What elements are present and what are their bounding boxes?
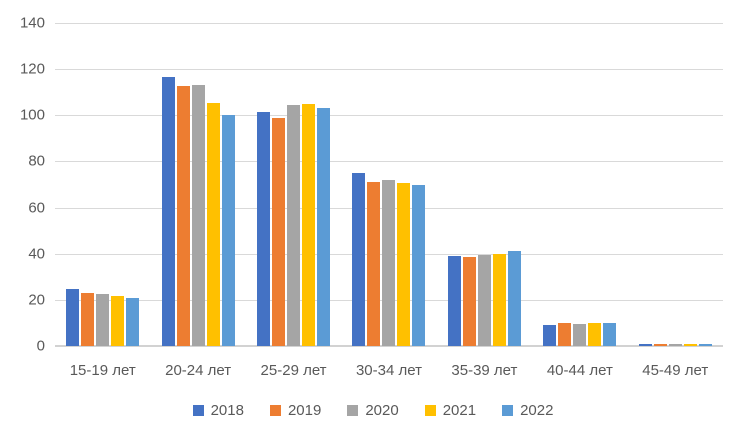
legend-swatch-icon	[269, 405, 281, 416]
gridline-140	[55, 23, 723, 24]
bar-2021-40-44 лет	[588, 322, 602, 346]
bar-2018-40-44 лет	[543, 325, 557, 346]
bar-2021-30-34 лет	[397, 183, 411, 346]
legend-item-2021: 2021	[424, 402, 477, 419]
bar-2019-40-44 лет	[558, 322, 572, 346]
bar-2022-15-19 лет	[126, 297, 140, 346]
x-axis-label: 35-39 лет	[451, 362, 518, 379]
legend-label: 2019	[287, 402, 322, 419]
legend-item-2018: 2018	[192, 402, 244, 419]
bar-2022-35-39 лет	[507, 251, 521, 346]
legend-swatch-icon	[347, 405, 359, 416]
bar-2022-20-24 лет	[221, 115, 235, 346]
bar-2019-25-29 лет	[272, 117, 286, 346]
bar-2019-20-24 лет	[176, 86, 190, 346]
bar-2018-25-29 лет	[257, 111, 271, 346]
y-axis-tick-label: 100	[19, 106, 45, 124]
legend-item-2020: 2020	[347, 402, 399, 419]
bar-groups	[55, 23, 723, 346]
bar-2018-30-34 лет	[352, 172, 366, 346]
gridline-120	[55, 69, 723, 71]
bar-2018-20-24 лет	[161, 77, 175, 346]
bar-group-30-34 лет	[341, 23, 436, 346]
bar-2020-30-34 лет	[382, 179, 396, 346]
bar-group-45-49 лет	[628, 23, 723, 346]
gridline-80	[55, 161, 723, 163]
bar-group-15-19 лет	[55, 23, 150, 346]
bar-2020-25-29 лет	[287, 104, 301, 346]
bar-group-25-29 лет	[246, 23, 341, 346]
y-axis-tick-label: 120	[19, 60, 45, 78]
legend: 2018 2019 2020 2021 2022	[0, 402, 746, 419]
y-axis-tick-label: 140	[19, 14, 45, 32]
bar-2020-45-49 лет	[668, 343, 682, 346]
legend-swatch-icon	[424, 405, 436, 416]
bar-2021-15-19 лет	[111, 296, 125, 346]
legend-item-2022: 2022	[502, 402, 553, 419]
bar-2021-20-24 лет	[206, 102, 220, 346]
legend-label: 2018	[210, 402, 244, 419]
bar-2019-15-19 лет	[81, 292, 95, 346]
legend-item-2019: 2019	[269, 402, 322, 419]
x-axis-label: 45-49 лет	[642, 362, 709, 379]
x-axis-label: 30-34 лет	[355, 362, 422, 379]
bar-2019-45-49 лет	[653, 343, 667, 346]
bar-2018-15-19 лет	[66, 289, 80, 346]
bar-group-40-44 лет	[532, 23, 627, 346]
bar-2022-30-34 лет	[412, 184, 426, 346]
x-axis-label: 15-19 лет	[69, 362, 136, 379]
y-axis-tick-label: 80	[28, 152, 45, 170]
legend-swatch-icon	[192, 405, 204, 416]
legend-label: 2021	[442, 402, 477, 419]
y-axis-tick-label: 0	[36, 337, 45, 355]
y-axis-tick-label: 60	[28, 199, 45, 217]
x-axis-label: 25-29 лет	[260, 362, 327, 379]
bar-2020-35-39 лет	[477, 254, 491, 346]
bar-2019-30-34 лет	[367, 182, 381, 346]
bar-2019-35-39 лет	[462, 257, 476, 346]
bar-2020-20-24 лет	[191, 85, 205, 346]
bar-2018-35-39 лет	[447, 256, 461, 346]
bar-2018-45-49 лет	[638, 343, 652, 346]
legend-label: 2020	[365, 402, 399, 419]
bar-2020-40-44 лет	[573, 324, 587, 346]
bar-group-35-39 лет	[437, 23, 532, 346]
bar-2021-45-49 лет	[683, 343, 697, 346]
bar-2021-35-39 лет	[492, 253, 506, 346]
legend-swatch-icon	[502, 405, 514, 416]
plot-area	[55, 23, 723, 347]
y-axis-tick-label: 40	[28, 245, 45, 263]
x-axis-label: 40-44 лет	[546, 362, 613, 379]
bar-2022-25-29 лет	[317, 108, 331, 346]
legend-label: 2022	[520, 402, 554, 419]
bar-2020-15-19 лет	[96, 294, 110, 346]
gridline-0	[55, 345, 723, 347]
bar-group-20-24 лет	[150, 23, 245, 346]
bar-2021-25-29 лет	[302, 103, 316, 346]
bar-2022-45-49 лет	[698, 343, 712, 346]
x-axis: 15-19 лет 20-24 лет 25-29 лет 30-34 лет 35-3…	[55, 356, 723, 379]
y-axis-tick-label: 20	[28, 291, 45, 309]
bar-2022-40-44 лет	[603, 322, 617, 346]
x-axis-label: 20-24 лет	[165, 362, 232, 379]
gridline-100	[55, 115, 723, 117]
